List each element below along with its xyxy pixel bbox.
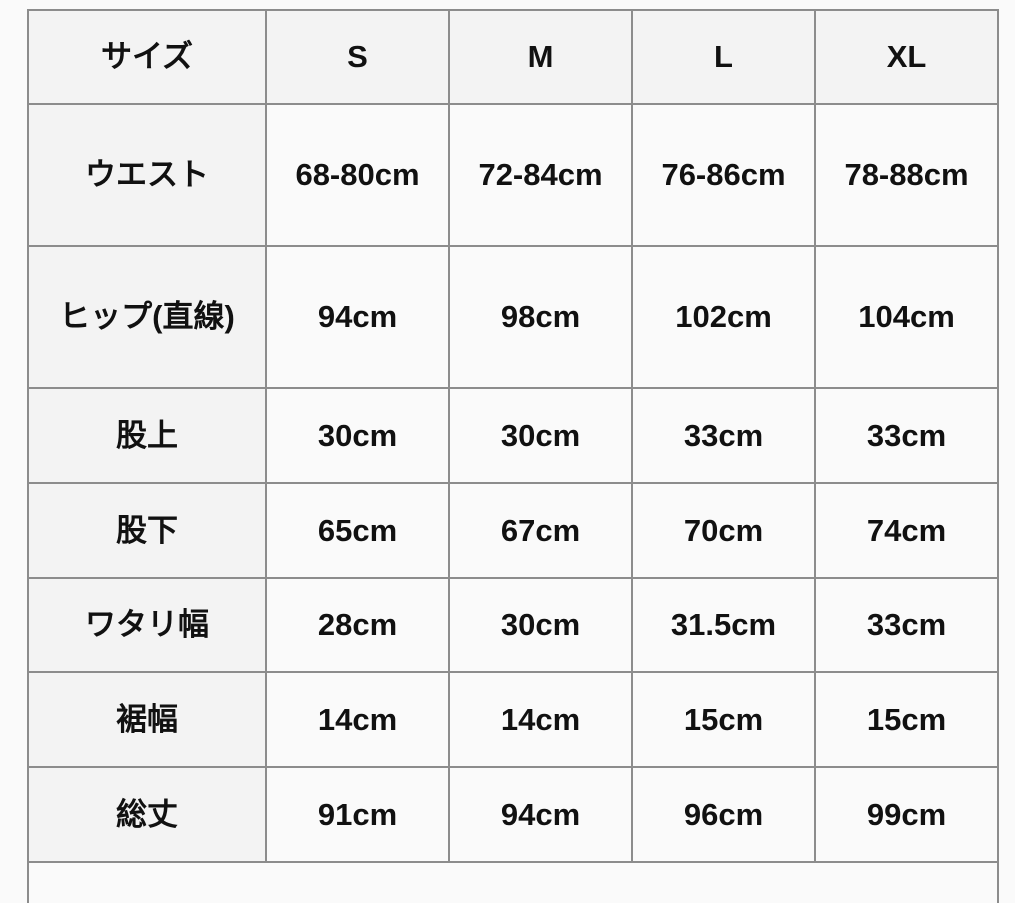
table-cell: 30cm — [448, 577, 633, 673]
table-cell: 28cm — [265, 577, 450, 673]
row-label: ウエスト — [27, 103, 267, 247]
table-row: ヒップ(直線) 94cm 98cm 102cm 104cm — [27, 245, 999, 389]
table-cell: 78-88cm — [814, 103, 999, 247]
row-label: 総丈 — [27, 766, 267, 863]
header-cell-s: S — [265, 9, 450, 105]
table-row-partial — [27, 861, 999, 903]
row-label: ワタリ幅 — [27, 577, 267, 673]
table-cell: 14cm — [265, 671, 450, 768]
table-cell: 30cm — [265, 387, 450, 484]
table-cell: 15cm — [814, 671, 999, 768]
table-cell: 33cm — [631, 387, 816, 484]
table-row: 股下 65cm 67cm 70cm 74cm — [27, 482, 999, 579]
table-cell: 76-86cm — [631, 103, 816, 247]
table-row: ワタリ幅 28cm 30cm 31.5cm 33cm — [27, 577, 999, 673]
table-cell: 104cm — [814, 245, 999, 389]
table-cell: 94cm — [448, 766, 633, 863]
table-cell: 72-84cm — [448, 103, 633, 247]
table-cell: 15cm — [631, 671, 816, 768]
table-cell: 96cm — [631, 766, 816, 863]
table-cell: 33cm — [814, 577, 999, 673]
header-cell-size: サイズ — [27, 9, 267, 105]
row-label: 裾幅 — [27, 671, 267, 768]
table-row: 股上 30cm 30cm 33cm 33cm — [27, 387, 999, 484]
row-label: 股上 — [27, 387, 267, 484]
table-cell: 70cm — [631, 482, 816, 579]
table-cell: 30cm — [448, 387, 633, 484]
table-cell-partial — [27, 861, 999, 903]
table-cell: 98cm — [448, 245, 633, 389]
table-cell: 94cm — [265, 245, 450, 389]
table-cell: 74cm — [814, 482, 999, 579]
table-row: 総丈 91cm 94cm 96cm 99cm — [27, 766, 999, 863]
header-cell-m: M — [448, 9, 633, 105]
table-cell: 99cm — [814, 766, 999, 863]
row-label: 股下 — [27, 482, 267, 579]
table-row: ウエスト 68-80cm 72-84cm 76-86cm 78-88cm — [27, 103, 999, 247]
header-cell-l: L — [631, 9, 816, 105]
table-cell: 31.5cm — [631, 577, 816, 673]
table-cell: 14cm — [448, 671, 633, 768]
table-cell: 67cm — [448, 482, 633, 579]
header-cell-xl: XL — [814, 9, 999, 105]
table-cell: 65cm — [265, 482, 450, 579]
header-row: サイズ S M L XL — [27, 9, 999, 105]
table-row: 裾幅 14cm 14cm 15cm 15cm — [27, 671, 999, 768]
size-chart-table: サイズ S M L XL ウエスト 68-80cm 72-84cm 76-86cm 78… — [27, 9, 999, 903]
table-cell: 68-80cm — [265, 103, 450, 247]
table-cell: 33cm — [814, 387, 999, 484]
table-cell: 91cm — [265, 766, 450, 863]
table-cell: 102cm — [631, 245, 816, 389]
row-label: ヒップ(直線) — [27, 245, 267, 389]
